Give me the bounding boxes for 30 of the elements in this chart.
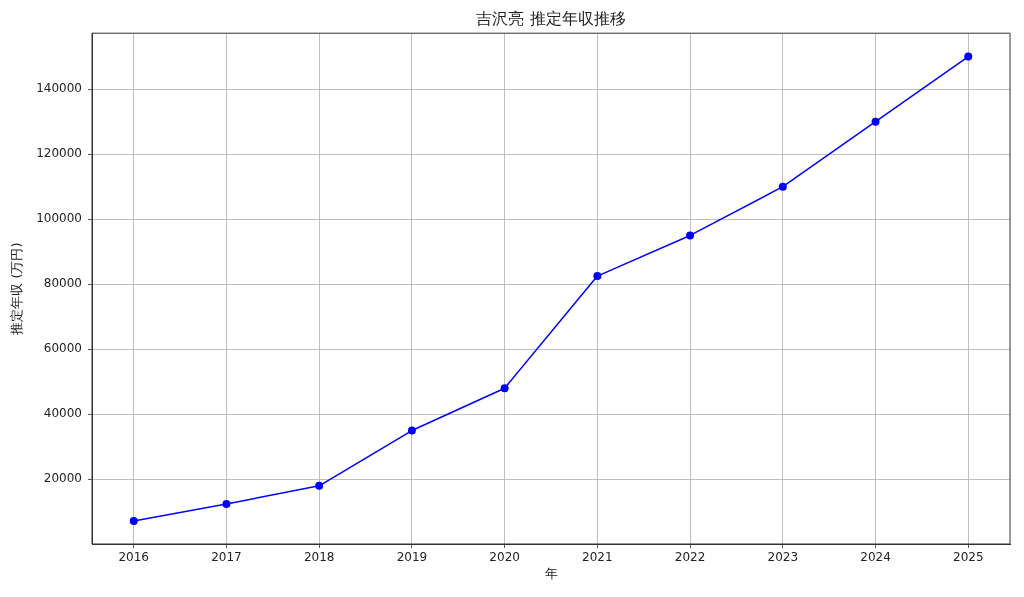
x-tick-label: 2019: [396, 550, 428, 565]
x-tick-label: 2025: [953, 550, 984, 565]
x-tick-label: 2021: [582, 550, 613, 565]
y-axis-title: 推定年収 (万円): [9, 242, 25, 335]
point: [964, 52, 973, 61]
point: [129, 516, 138, 525]
x-tick-label: 2018: [303, 550, 335, 565]
point: [222, 500, 231, 509]
point: [500, 384, 509, 393]
y-tick-label: 100000: [36, 211, 82, 226]
point: [593, 272, 602, 281]
point: [407, 426, 416, 435]
y-tick-label: 20000: [43, 471, 82, 486]
x-tick-label: 2020: [489, 550, 520, 565]
x-axis-title: 年: [544, 565, 558, 581]
point: [871, 117, 880, 126]
y-tick-label: 60000: [43, 341, 82, 356]
y-tick-label: 40000: [43, 406, 82, 421]
x-tick-label: 2024: [860, 550, 891, 565]
point: [315, 481, 324, 490]
x-tick-label: 2023: [767, 550, 799, 565]
x-tick-label: 2017: [211, 550, 242, 565]
y-tick-label: 140000: [36, 81, 82, 96]
x-tick-label: 2022: [674, 550, 706, 565]
x-tick-label: 2016: [118, 550, 149, 565]
y-tick-label: 80000: [43, 276, 82, 291]
chart-title: 吉沢亮 推定年収推移: [476, 8, 626, 28]
point: [686, 231, 695, 240]
y-tick-label: 120000: [36, 146, 82, 161]
point: [778, 182, 787, 191]
